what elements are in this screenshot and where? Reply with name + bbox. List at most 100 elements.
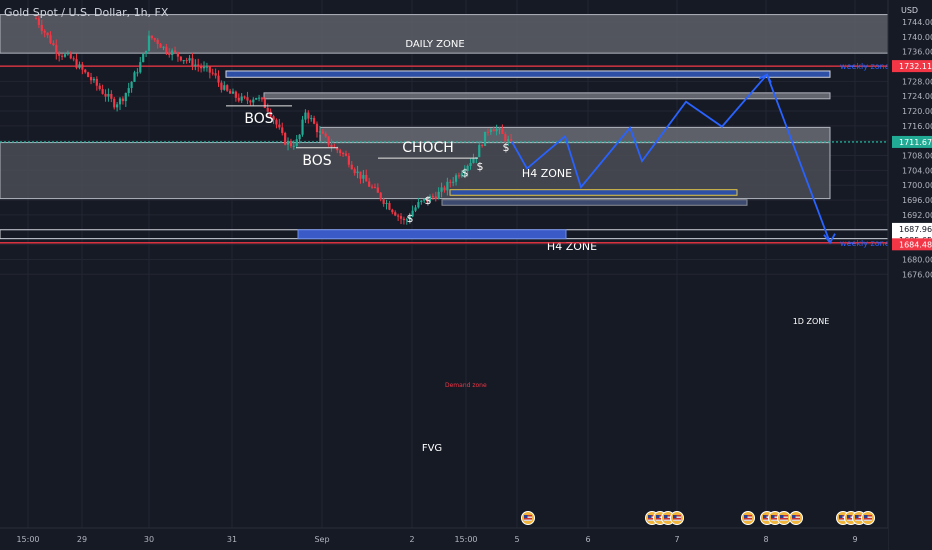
candle-body (339, 150, 342, 154)
event-flag-icon[interactable] (741, 511, 755, 525)
candle-body (359, 171, 362, 179)
y-tick-label: 1700.00 (902, 181, 932, 190)
choch-label: CHOCH (402, 140, 454, 156)
zone-demand-box (449, 189, 738, 196)
candle-body (292, 145, 295, 147)
bos-upper-label: BOS (244, 111, 273, 127)
y-tick-label: 1696.00 (902, 196, 932, 205)
event-flag-canton (780, 515, 784, 518)
event-flag-canton (524, 515, 528, 518)
y-axis[interactable]: USD 1744.001740.001736.001732.001728.001… (887, 0, 932, 550)
y-tick-label: 1680.00 (902, 255, 932, 264)
candle-body (269, 111, 272, 117)
event-flag-icon[interactable] (789, 511, 803, 525)
event-flag-stripe (855, 515, 863, 517)
candle-body (440, 187, 443, 192)
event-flag-stripe (847, 518, 855, 520)
event-flag-icon[interactable] (670, 511, 684, 525)
candle-body (356, 171, 359, 174)
event-flag-stripe (847, 515, 855, 517)
event-flag-stripe (656, 515, 664, 517)
candle-body (321, 131, 324, 134)
candle-body (173, 50, 177, 53)
candle-body (298, 134, 301, 140)
event-flag-stripe (864, 515, 872, 517)
candle-body (217, 75, 220, 83)
candle-body (391, 209, 394, 213)
event-flag-icon[interactable] (777, 511, 791, 525)
candle-body (472, 158, 475, 164)
candle-body (46, 32, 49, 36)
candle-body (255, 97, 258, 100)
candle-body (368, 181, 371, 187)
candle-body (347, 155, 350, 165)
event-flag-icon[interactable] (861, 511, 875, 525)
event-flag-stripe (664, 518, 672, 520)
candle-body (182, 60, 185, 62)
event-flag-stripe (763, 518, 771, 520)
candle-body (176, 52, 180, 57)
projection-line (511, 72, 831, 244)
event-flag-canton (744, 515, 748, 518)
candle-body (327, 136, 330, 145)
liquidity-mark: $ (425, 194, 432, 207)
candles (34, 14, 513, 225)
current-price: 1711.67 (899, 138, 932, 147)
x-tick-label: 9 (852, 535, 857, 544)
candle-body (37, 18, 40, 25)
current-price-bg (892, 135, 932, 148)
candle-body (278, 124, 281, 128)
weekly-top-price-bg (892, 60, 932, 73)
candle-body (191, 58, 194, 67)
candle-body (60, 55, 64, 57)
candle-body (130, 81, 133, 89)
candle-body (275, 119, 278, 125)
h4-zone-upper-label: H4 ZONE (522, 167, 572, 180)
x-tick-label: 15:00 (454, 535, 477, 544)
y-tick-label: 1724.00 (902, 92, 932, 101)
candle-body (362, 175, 365, 179)
event-flag-icon[interactable] (521, 511, 535, 525)
candle-body (452, 181, 455, 183)
event-flag-stripe (524, 518, 532, 520)
event-flag-stripe (792, 515, 800, 517)
candle-body (469, 163, 472, 166)
event-flag-canton (664, 515, 668, 518)
candle-body (501, 128, 504, 134)
candle-body (208, 66, 211, 73)
candle-body (110, 93, 113, 99)
x-tick-label: 15:00 (16, 535, 39, 544)
candle-body (437, 191, 440, 199)
weekly-zone-line-bottom-label: weekly zone (840, 239, 890, 248)
liquidity-mark: $ (503, 141, 510, 154)
event-icons[interactable] (521, 511, 875, 525)
candle-body (72, 58, 75, 60)
candle-body (434, 196, 437, 199)
candle-body (350, 164, 353, 170)
candle-body (171, 50, 174, 55)
projection-arrowhead-end (823, 233, 836, 245)
x-axis[interactable]: 15:00 29 30 31 Sep 2 15:00 5 6 7 8 9 (0, 527, 888, 550)
candle-body (399, 216, 403, 219)
candle-body (414, 207, 417, 211)
candle-body (379, 192, 382, 200)
candle-body (133, 72, 136, 82)
candle-body (423, 198, 426, 201)
event-flag-stripe (673, 515, 681, 517)
candle-body (165, 46, 168, 53)
bos-lower-label: BOS (302, 153, 331, 169)
candle-body (156, 39, 159, 44)
candle-body (449, 181, 452, 183)
candle-body (318, 131, 322, 133)
candle-body (104, 93, 107, 97)
candle-body (81, 64, 84, 70)
event-flag-stripe (839, 518, 847, 520)
candle-body (408, 216, 411, 220)
candle-body (84, 69, 87, 73)
event-flag-canton (855, 515, 859, 518)
y-tick-label: 1740.00 (902, 33, 932, 42)
x-tick-label: 29 (77, 535, 87, 544)
event-flag-stripe (780, 518, 788, 520)
candle-body (385, 203, 388, 205)
